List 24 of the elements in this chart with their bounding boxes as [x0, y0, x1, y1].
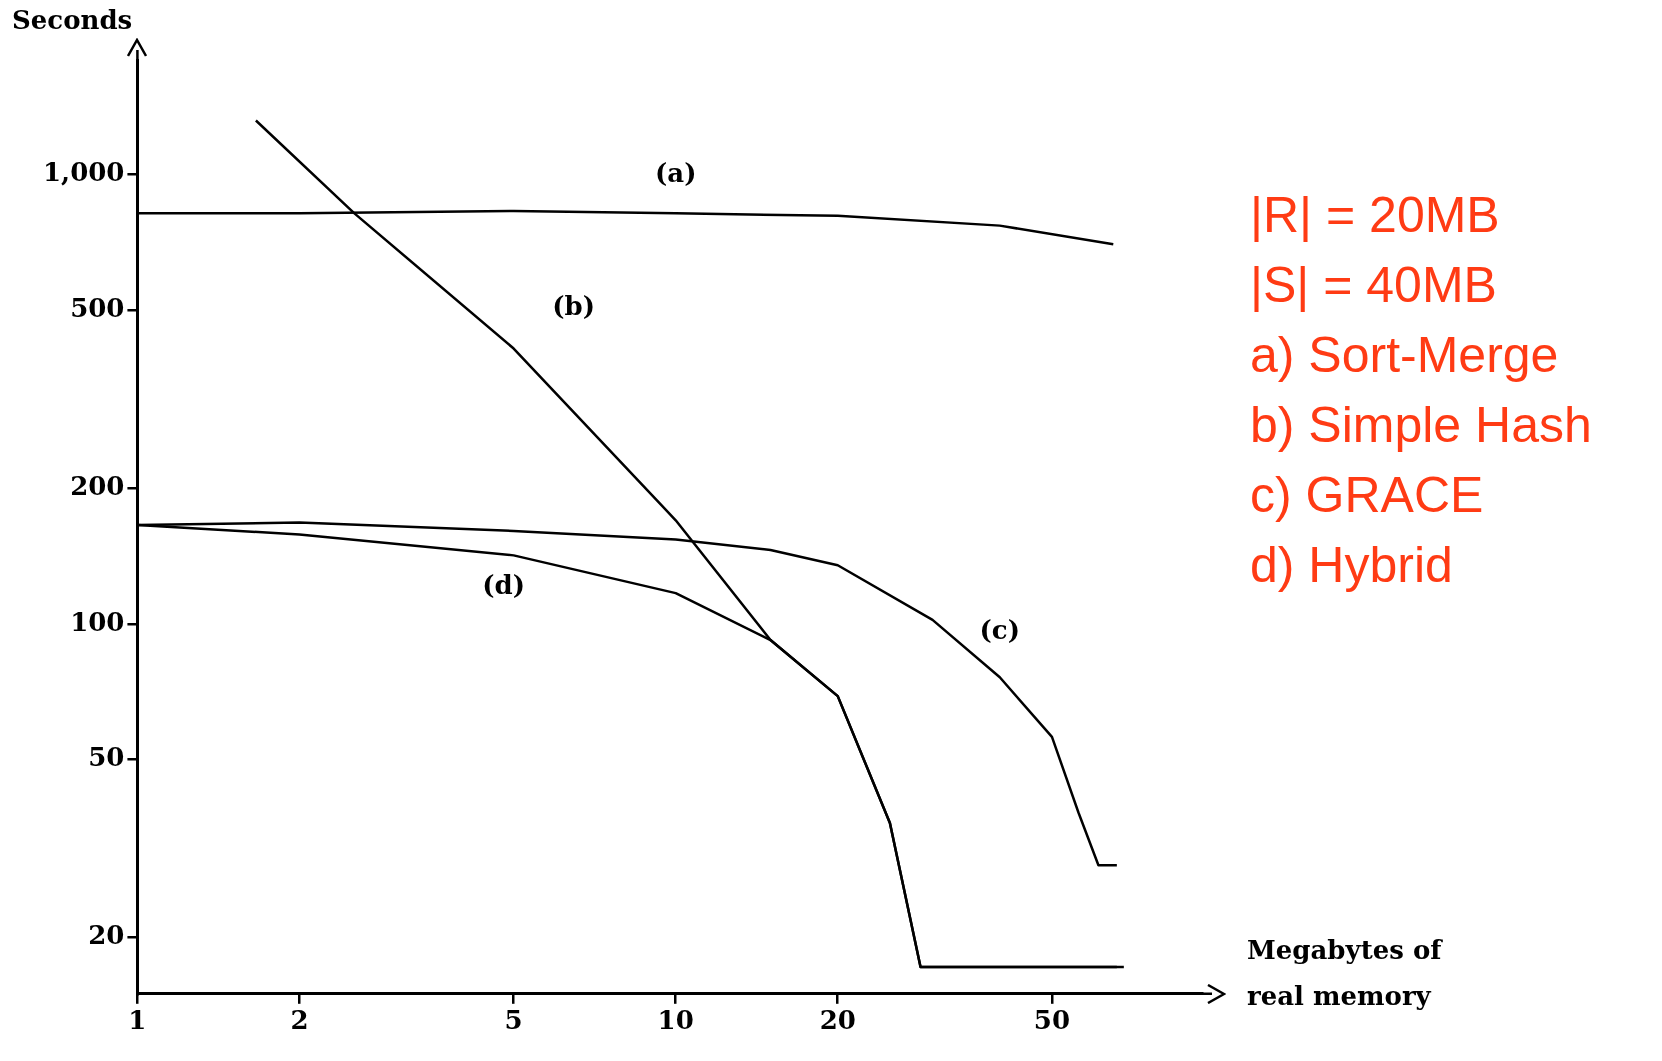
text: c) GRACE: [1250, 467, 1484, 523]
y-axis-title: Seconds: [12, 4, 133, 35]
y-tick-label: 20: [88, 920, 125, 951]
x-tick-label: 2: [290, 1005, 309, 1036]
x-axis-title: Megabytes of real memory: [1247, 934, 1444, 1011]
text: |S| = 40MB: [1250, 257, 1497, 313]
y-tick-label: 50: [88, 741, 125, 772]
text: a) Sort-Merge: [1250, 327, 1559, 383]
x-tick-label: 50: [1033, 1005, 1071, 1036]
text: d) Hybrid: [1250, 537, 1453, 593]
y-tick-label: 200: [70, 471, 125, 502]
x-tick-label: 5: [504, 1005, 523, 1036]
series-label: (c): [979, 615, 1020, 646]
series-label: (b): [552, 291, 596, 322]
series-label: (a): [654, 158, 697, 189]
y-tick-label: 1,000: [42, 157, 125, 188]
x-tick-label: 20: [819, 1005, 856, 1036]
x-tick-label: 1: [128, 1005, 147, 1036]
y-tick-label: 100: [70, 606, 125, 637]
text: |R| = 20MB: [1250, 187, 1500, 243]
y-tick-label: 500: [70, 292, 125, 323]
series-label: (d): [482, 570, 526, 601]
text: b) Simple Hash: [1250, 397, 1592, 453]
x-tick-label: 10: [657, 1005, 694, 1036]
